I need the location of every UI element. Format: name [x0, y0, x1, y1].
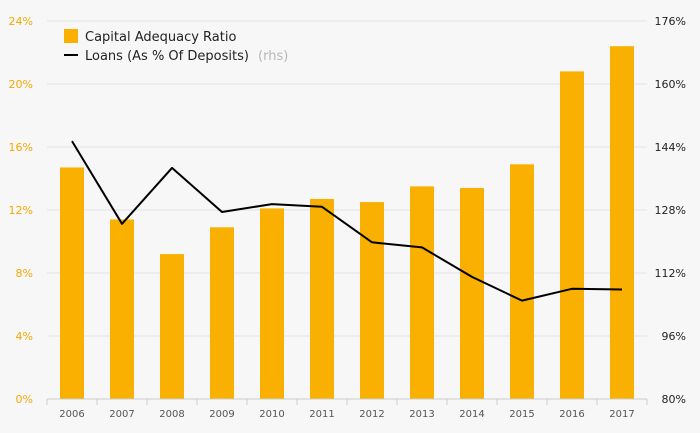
line-series-loans-to-deposits	[71, 140, 623, 302]
bar-2011	[310, 198, 334, 399]
right-axis-ticks: 80% 96% 112% 128% 144% 160% 176%	[655, 15, 686, 406]
right-tick-label: 128%	[655, 204, 686, 217]
x-tick-label: 2011	[309, 409, 334, 420]
x-tick-label: 2013	[409, 409, 434, 420]
bar-2007	[110, 219, 134, 399]
left-tick-label: 20%	[9, 78, 33, 91]
bar-series-capital-adequacy	[60, 46, 634, 400]
x-tick-label: 2017	[609, 409, 634, 420]
x-axis-ticks: 2006 2007 2008 2009 2010 2011 2012 2013 2014 2015…	[46, 399, 648, 420]
bar-2012	[360, 202, 384, 399]
bar-2006	[60, 167, 84, 399]
left-tick-label: 16%	[9, 141, 33, 154]
x-tick-label: 2008	[159, 409, 184, 420]
left-tick-label: 24%	[9, 15, 33, 28]
left-axis-ticks: 0% 4% 8% 12% 16% 20% 24%	[9, 15, 33, 406]
legend: Capital Adequacy Ratio Loans (As % Of De…	[64, 29, 288, 64]
bar-2014	[460, 187, 484, 399]
bar-2010	[260, 208, 284, 399]
right-tick-label: 80%	[662, 393, 686, 406]
x-tick-label: 2016	[559, 409, 584, 420]
x-tick-label: 2014	[459, 409, 484, 420]
legend-swatch-bar	[64, 29, 78, 43]
bar-2017	[610, 46, 634, 399]
x-tick-label: 2015	[509, 409, 534, 420]
loans-line	[71, 140, 623, 302]
legend-label-capital-adequacy: Capital Adequacy Ratio	[85, 30, 236, 45]
x-tick-label: 2012	[359, 409, 384, 420]
x-tick-label: 2009	[209, 409, 234, 420]
legend-label-loans-group: Loans (As % Of Deposits) (rhs)	[85, 45, 288, 64]
left-tick-label: 0%	[16, 393, 33, 406]
x-tick-label: 2006	[59, 409, 84, 420]
bar-2008	[160, 254, 184, 399]
legend-label-rhs: (rhs)	[258, 49, 288, 64]
right-tick-label: 160%	[655, 78, 686, 91]
right-tick-label: 112%	[655, 267, 686, 280]
bar-2016	[560, 71, 584, 400]
gridlines	[47, 20, 647, 337]
bar-2015	[510, 164, 534, 399]
bar-2009	[210, 227, 234, 399]
legend-label-loans: Loans (As % Of Deposits)	[85, 49, 249, 64]
x-tick-label: 2007	[109, 409, 134, 420]
left-tick-label: 12%	[9, 204, 33, 217]
bar-2013	[410, 186, 434, 399]
right-tick-label: 176%	[655, 15, 686, 28]
right-tick-label: 144%	[655, 141, 686, 154]
x-tick-label: 2010	[259, 409, 284, 420]
right-tick-label: 96%	[662, 330, 686, 343]
left-tick-label: 4%	[16, 330, 33, 343]
left-tick-label: 8%	[16, 267, 33, 280]
